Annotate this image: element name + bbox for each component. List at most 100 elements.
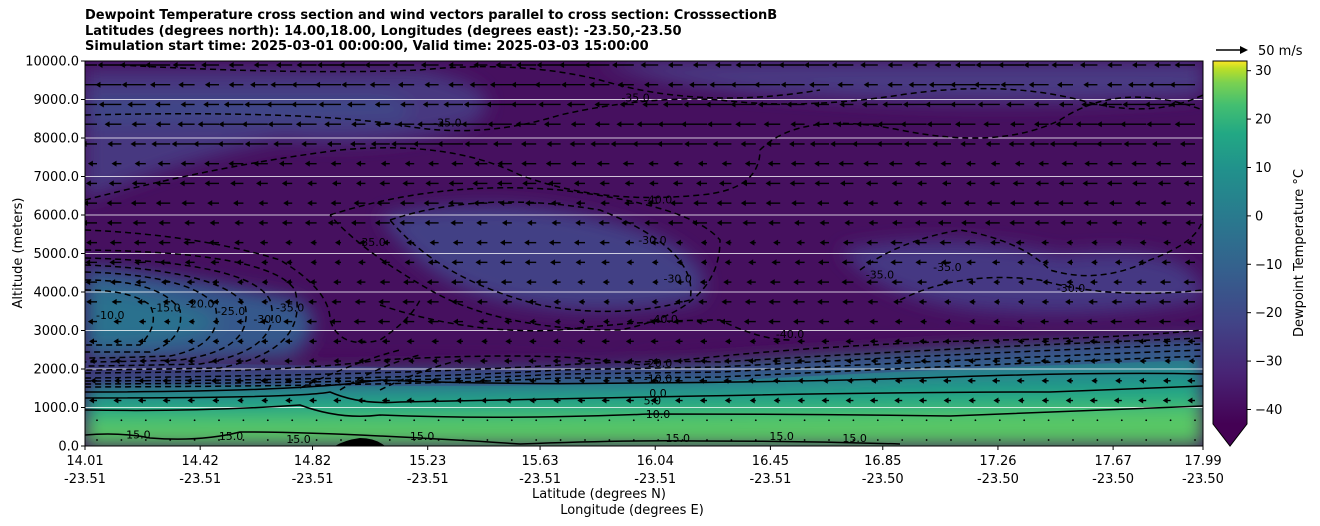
wind-vector	[481, 397, 488, 404]
wind-vector	[451, 259, 463, 266]
wind-vector	[250, 81, 268, 88]
wind-vector	[354, 298, 366, 305]
wind-vector	[915, 259, 927, 266]
wind-vector	[876, 140, 903, 147]
wind-vector	[404, 160, 415, 167]
wind-vector	[162, 397, 171, 404]
wind-vector	[431, 358, 439, 365]
wind-vector	[424, 219, 439, 226]
wind-vector	[235, 259, 244, 266]
wind-vector	[155, 121, 171, 128]
contour-m10-left	[85, 289, 155, 346]
wind-vector	[253, 62, 268, 68]
wind-vector	[1084, 160, 1098, 167]
wind-vector	[1041, 397, 1049, 404]
wind-vector	[744, 160, 756, 167]
wind-vector	[402, 318, 415, 325]
wind-vector	[452, 239, 463, 246]
wind-vector	[940, 259, 951, 266]
wind-vector	[1106, 180, 1122, 187]
wind-vector	[178, 81, 195, 88]
wind-vector	[382, 377, 390, 384]
wind-vector	[730, 81, 756, 88]
wind-vector	[870, 377, 878, 384]
wind-vector	[577, 358, 585, 365]
wind-vector	[162, 338, 171, 345]
wind-vector	[426, 298, 439, 305]
wind-vector	[113, 338, 122, 345]
wind-vector	[552, 358, 561, 365]
wind-vector	[973, 81, 1000, 88]
wind-vector	[627, 358, 634, 365]
wind-vector	[636, 121, 659, 128]
wind-vector	[505, 338, 512, 345]
wind-vector	[723, 279, 732, 286]
wind-vector	[644, 219, 659, 226]
wind-vector	[674, 298, 683, 305]
wind-vector	[902, 101, 927, 108]
wind-vector	[939, 239, 951, 246]
wind-vector	[699, 279, 707, 286]
wind-vector	[330, 200, 341, 207]
contour-label: -10.0	[96, 309, 124, 322]
wind-vector	[135, 279, 146, 286]
contour-label: -40.0	[649, 313, 677, 326]
wind-vector	[1096, 140, 1122, 147]
wind-vector	[543, 121, 561, 128]
wind-vector	[1041, 239, 1049, 246]
wind-vector	[155, 180, 171, 187]
wind-vector	[720, 318, 732, 325]
wind-vector	[657, 419, 660, 422]
wind-vector	[180, 160, 195, 167]
title-line-1: Dewpoint Temperature cross section and w…	[85, 8, 778, 23]
wind-vector	[918, 397, 927, 404]
wind-vector	[1184, 259, 1195, 266]
contour-label: 15.0	[219, 430, 244, 443]
wind-vector	[267, 121, 293, 128]
wind-vector	[1138, 397, 1147, 404]
wind-vector	[632, 140, 659, 147]
wind-vector	[281, 180, 293, 187]
wind-vector	[865, 180, 878, 187]
wind-vector	[608, 439, 611, 441]
wind-vector	[96, 439, 98, 441]
wind-vector	[241, 121, 268, 128]
wind-vector	[510, 439, 513, 441]
wind-vector	[845, 338, 854, 345]
wind-vector	[266, 101, 293, 108]
wind-vector	[944, 358, 951, 365]
wind-vector	[891, 180, 903, 187]
wind-vector	[455, 377, 463, 384]
contour-m30-right	[899, 276, 1203, 301]
wind-vector	[578, 298, 585, 305]
wind-vector	[392, 62, 415, 68]
wind-vector	[184, 219, 195, 226]
wind-vector	[723, 358, 732, 365]
chart-title: Dewpoint Temperature cross section and w…	[85, 8, 777, 55]
wind-vector	[211, 377, 219, 384]
wind-vector	[575, 200, 585, 207]
wind-vector	[1058, 180, 1073, 187]
wind-vector	[149, 81, 171, 88]
wind-vector	[667, 81, 683, 88]
wind-vector	[1089, 397, 1098, 404]
wind-vector	[374, 219, 390, 226]
wind-vector	[828, 419, 830, 422]
wind-vector	[451, 298, 463, 305]
wind-vector	[204, 160, 219, 167]
x-tick-lon: -23.51	[407, 472, 449, 487]
wind-vector	[841, 279, 854, 286]
wind-vector	[625, 397, 634, 404]
wind-vector	[1066, 377, 1073, 384]
wind-vector	[428, 160, 439, 167]
wind-vector	[85, 200, 97, 207]
wind-vector	[998, 419, 1001, 422]
wind-vector	[85, 103, 97, 106]
wind-vector	[437, 140, 463, 147]
wind-vector	[291, 81, 317, 88]
colorbar-tick-label: 0	[1255, 209, 1263, 224]
wind-vector	[647, 200, 659, 207]
wind-vector	[1120, 419, 1123, 422]
wind-vector	[359, 239, 366, 246]
